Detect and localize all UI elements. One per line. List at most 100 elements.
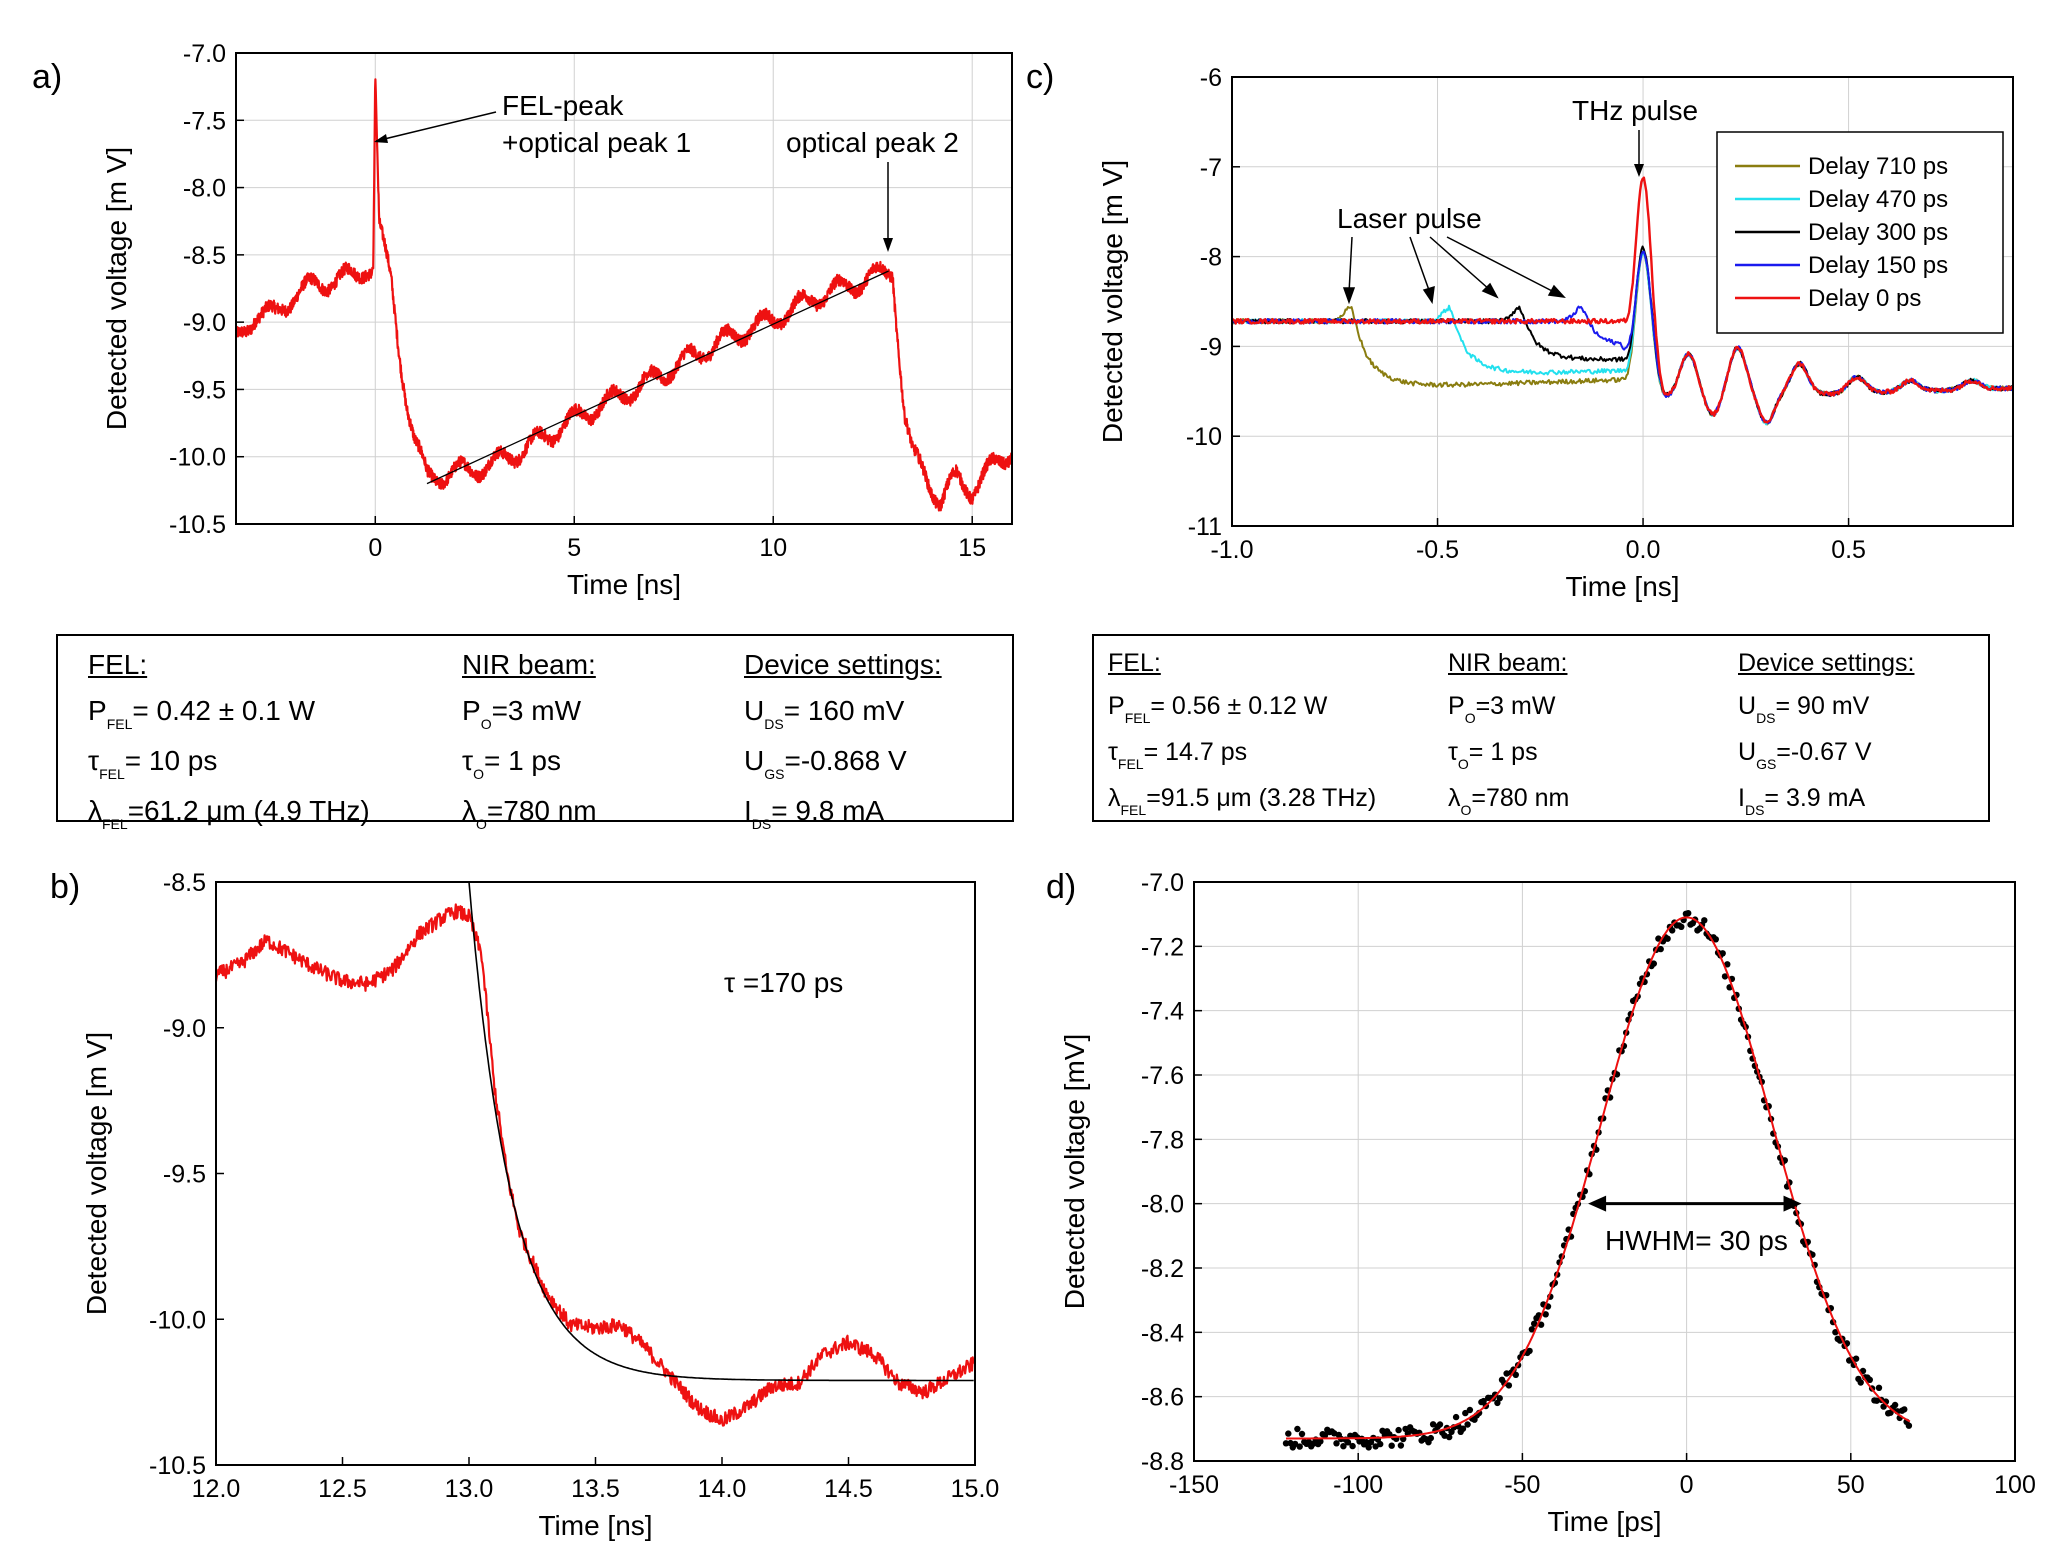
y-tick-label: -8.0 (183, 175, 226, 203)
scatter-point (1685, 910, 1692, 917)
info-c-tau-fel: τFEL= 14.7 ps (1108, 738, 1248, 772)
scatter-point (1875, 1384, 1883, 1392)
y-tick-label: -8.0 (1141, 1191, 1184, 1219)
x-tick-label: 0.5 (1831, 536, 1866, 564)
scatter-point (1531, 1320, 1538, 1327)
y-tick-label: -10.0 (169, 444, 226, 472)
grid-lines (1194, 882, 2015, 1461)
y-tick-label: -7.0 (1141, 869, 1184, 897)
y-tick-label: -9.0 (183, 309, 226, 337)
y-tick-label: -10.5 (149, 1452, 206, 1480)
scatter-point (1436, 1421, 1444, 1428)
scatter-point (1657, 945, 1664, 953)
series-line-exponential-fit (468, 882, 974, 1382)
chart-d: -150 -100 -50 0 50 100 -7.0 -7.2 -7.4 -7.6 -7.8 -8.… (1059, 869, 2036, 1537)
scatter-point (1857, 1379, 1864, 1386)
legend-label-710: Delay 710 ps (1808, 153, 1948, 180)
y-axis-label: Detected voltage [mV] (1059, 1034, 1090, 1309)
y-tick-label: -9 (1200, 333, 1222, 361)
info-c-u-ds: UDS= 90 mV (1738, 692, 1870, 726)
legend-label-150: Delay 150 ps (1808, 252, 1948, 279)
info-c-fel-column: FEL: PFEL= 0.56 ± 0.12 W τFEL= 14.7 ps λ… (1108, 642, 1376, 823)
info-c-u-gs: UGS=-0.67 V (1738, 738, 1872, 772)
scatter-point (1480, 1397, 1487, 1405)
scatter-point (1294, 1425, 1301, 1433)
arrowhead-thz-pulse (1634, 164, 1644, 177)
plot-area (236, 78, 1012, 512)
legend-label-300: Delay 300 ps (1808, 219, 1948, 246)
plot-frame (235, 52, 1013, 525)
x-tick-label: 13.0 (445, 1475, 494, 1503)
series-line-signal (236, 78, 1012, 512)
info-box-a: FEL: PFEL= 0.42 ± 0.1 W τFEL= 10 ps λFEL… (56, 634, 1014, 832)
x-axis-label: Time [ps] (1547, 1506, 1661, 1537)
info-a-u-gs: UGS=-0.868 V (744, 745, 907, 782)
series-line-signal (216, 903, 975, 1427)
x-axis-label: Time [ns] (567, 569, 681, 600)
info-c-lambda-fel: λFEL=91.5 μm (3.28 THz) (1108, 784, 1377, 818)
annotation-optical-peak-2: optical peak 2 (786, 127, 959, 158)
axes: 12.0 12.5 13.0 13.5 14.0 14.5 15.0 -8.5 -9.0 -9.5… (149, 869, 999, 1503)
annotation-fel-peak: FEL-peak (502, 90, 624, 121)
y-tick-label: -10 (1186, 423, 1222, 451)
arrow-fel-peak (375, 111, 497, 142)
scatter-point (1887, 1409, 1894, 1416)
annotation-tau: τ =170 ps (724, 967, 843, 998)
x-tick-label: 0 (1680, 1471, 1694, 1499)
y-tick-label: -11 (1188, 513, 1222, 541)
scatter-point (1866, 1376, 1874, 1384)
scatter-point (1464, 1421, 1471, 1428)
scatter-point (1452, 1413, 1460, 1421)
x-tick-label: 5 (567, 534, 581, 562)
y-tick-label: -7.6 (1141, 1062, 1184, 1090)
x-tick-label: 10 (759, 534, 787, 562)
x-tick-label: 14.0 (698, 1475, 747, 1503)
x-tick-label: 14.5 (824, 1475, 873, 1503)
info-a-u-ds: UDS= 160 mV (744, 695, 905, 732)
scatter-point (1537, 1321, 1545, 1328)
plot-frame (1193, 881, 2016, 1462)
x-tick-label: 50 (1837, 1471, 1865, 1499)
info-a-p-fel: PFEL= 0.42 ± 0.1 W (88, 695, 316, 732)
scatter-point (1296, 1443, 1303, 1450)
y-axis-label: Detected voltage [m V] (1097, 160, 1128, 443)
plot-area (1282, 910, 1913, 1451)
y-tick-label: -8.4 (1141, 1319, 1184, 1347)
scatter-point (1466, 1406, 1474, 1414)
legend-label-0: Delay 0 ps (1808, 285, 1921, 312)
y-axis-label: Detected voltage [m V] (101, 147, 132, 430)
axes: 0 5 10 15 -7.0 -7.5 -8.0 -8.5 -9.0 -9.5 -10.0 -10.5 (169, 40, 1013, 562)
x-tick-label: -1.0 (1210, 536, 1253, 564)
scatter-point (1363, 1439, 1370, 1446)
series-line-delay-0-ps (1232, 176, 2013, 424)
info-c-fel-header: FEL: (1108, 649, 1161, 677)
y-tick-label: -9.5 (183, 376, 226, 404)
info-c-p-o: PO=3 mW (1448, 692, 1556, 726)
scatter-point (1446, 1433, 1453, 1441)
scatter-point (1526, 1347, 1533, 1355)
x-tick-label: 12.5 (318, 1475, 367, 1503)
info-c-nir-column: NIR beam: PO=3 mW τO= 1 ps λO=780 nm (1448, 642, 1569, 823)
scatter-point (1340, 1443, 1347, 1450)
axes: -1.0 -0.5 0.0 0.5 -6 -7 -8 -9 -10 -11 (1186, 64, 2014, 564)
scatter-point (1701, 917, 1708, 924)
panel-label-c: c) (1026, 58, 1054, 96)
info-a-device-header: Device settings: (744, 649, 942, 680)
x-tick-label: 0 (368, 534, 382, 562)
info-box-c: FEL: PFEL= 0.56 ± 0.12 W τFEL= 14.7 ps λ… (1092, 634, 1990, 822)
grid-lines (236, 53, 1012, 524)
info-c-tau-o: τO= 1 ps (1448, 738, 1538, 772)
plot-frame (215, 881, 976, 1466)
y-tick-label: -9.5 (163, 1161, 206, 1189)
axes: -150 -100 -50 0 50 100 -7.0 -7.2 -7.4 -7.6 -7.8 -8.… (1141, 869, 2036, 1499)
scatter-point (1505, 1382, 1513, 1389)
plot-frame (1231, 76, 2014, 527)
scatter-point (1395, 1426, 1402, 1434)
info-a-lambda-fel: λFEL=61.2 μm (4.9 THz) (88, 795, 370, 832)
scatter-point (1712, 936, 1720, 943)
info-a-p-o: PO=3 mW (462, 695, 582, 732)
legend-label-470: Delay 470 ps (1808, 186, 1948, 213)
x-tick-label: 15.0 (951, 1475, 1000, 1503)
y-axis-label: Detected voltage [m V] (81, 1032, 112, 1315)
